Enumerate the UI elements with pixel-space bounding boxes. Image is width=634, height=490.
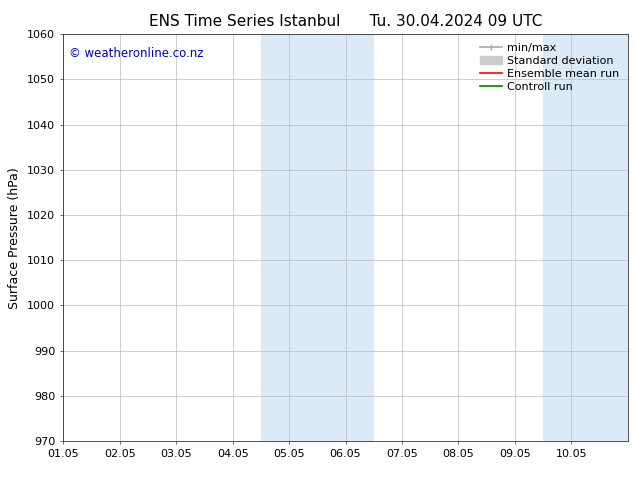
Y-axis label: Surface Pressure (hPa): Surface Pressure (hPa) (8, 167, 22, 309)
Bar (543, 34, 634, 441)
Title: ENS Time Series Istanbul      Tu. 30.04.2024 09 UTC: ENS Time Series Istanbul Tu. 30.04.2024 … (149, 14, 542, 29)
Text: © weatheronline.co.nz: © weatheronline.co.nz (69, 47, 204, 59)
Bar (261, 34, 374, 441)
Legend: min/max, Standard deviation, Ensemble mean run, Controll run: min/max, Standard deviation, Ensemble me… (477, 40, 622, 95)
